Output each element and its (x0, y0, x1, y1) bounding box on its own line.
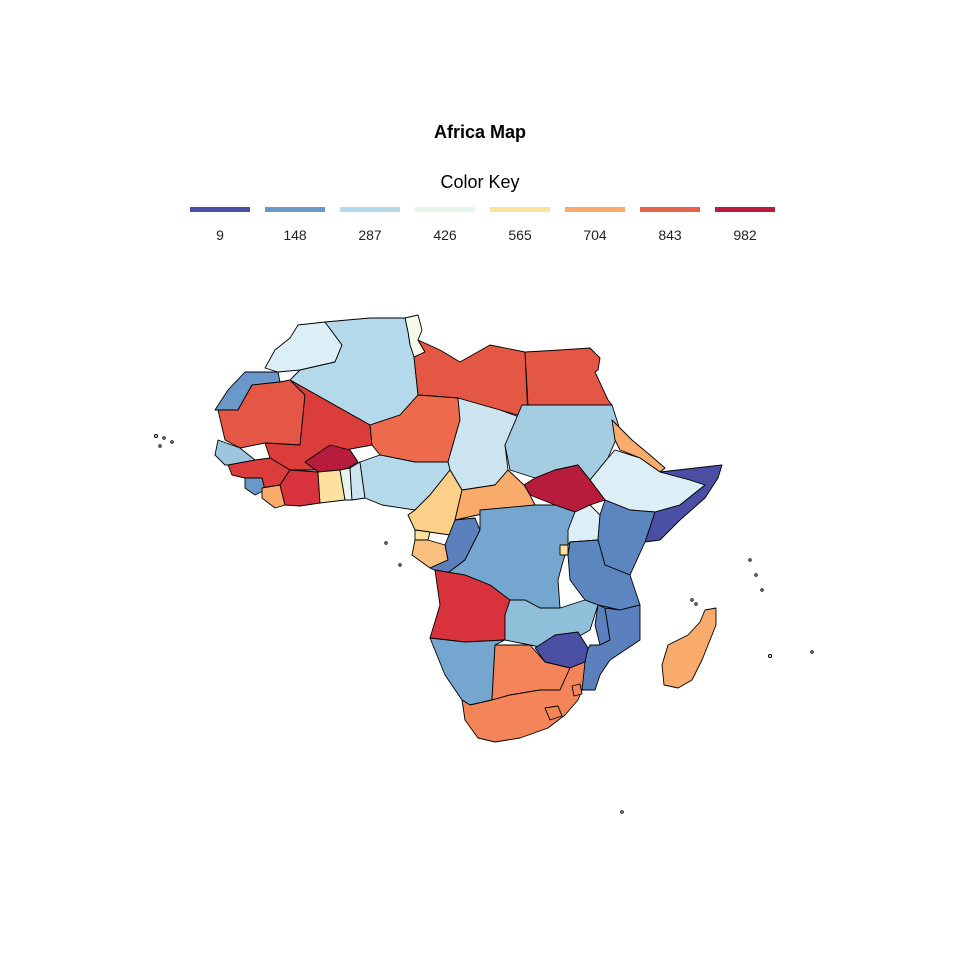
country-somalia[interactable] (644, 464, 723, 543)
legend-label: 843 (658, 227, 682, 243)
legend-label: 287 (358, 227, 382, 243)
legend-label: 704 (583, 227, 607, 243)
country-rwanda[interactable] (559, 544, 569, 556)
legend-item: 9 (190, 207, 250, 243)
country-liberia[interactable] (261, 484, 286, 509)
country-swaziland[interactable] (571, 683, 583, 697)
southern-islands (620, 810, 624, 814)
legend-item: 982 (715, 207, 775, 243)
legend-item: 148 (265, 207, 325, 243)
country-libya[interactable] (413, 339, 529, 419)
legend-item: 704 (565, 207, 625, 243)
map-title: Africa Map (433, 122, 527, 142)
seychelles-islands (748, 558, 764, 592)
legend-swatch (415, 207, 475, 212)
mascarene-islands (768, 650, 814, 658)
country-egypt[interactable] (524, 347, 613, 406)
country-equatorial-guinea[interactable] (414, 529, 431, 541)
legend-item: 287 (340, 207, 400, 243)
legend-swatch (640, 207, 700, 212)
sao-tome-islands (384, 541, 402, 567)
color-key-title: Color Key (440, 172, 520, 192)
country-cote-divoire[interactable] (279, 469, 321, 507)
color-key-legend: 9 148 287 426 565 704 843 982 (190, 207, 780, 247)
legend-swatch (490, 207, 550, 212)
legend-swatch (265, 207, 325, 212)
cape-verde-islands (154, 434, 174, 448)
legend-label: 982 (733, 227, 757, 243)
legend-item: 843 (640, 207, 700, 243)
legend-swatch (190, 207, 250, 212)
country-mozambique[interactable] (579, 604, 641, 691)
country-madagascar[interactable] (661, 607, 717, 689)
country-kenya[interactable] (597, 499, 656, 576)
legend-item: 426 (415, 207, 475, 243)
legend-label: 148 (283, 227, 307, 243)
legend-item: 565 (490, 207, 550, 243)
legend-label: 9 (216, 227, 224, 243)
country-south-africa[interactable] (461, 661, 586, 743)
legend-label: 426 (433, 227, 457, 243)
legend-swatch (340, 207, 400, 212)
country-sierra-leone[interactable] (244, 477, 266, 496)
country-lesotho[interactable] (544, 705, 563, 721)
legend-label: 565 (508, 227, 532, 243)
legend-swatch (715, 207, 775, 212)
comoros-islands (690, 598, 698, 606)
legend-swatch (565, 207, 625, 212)
